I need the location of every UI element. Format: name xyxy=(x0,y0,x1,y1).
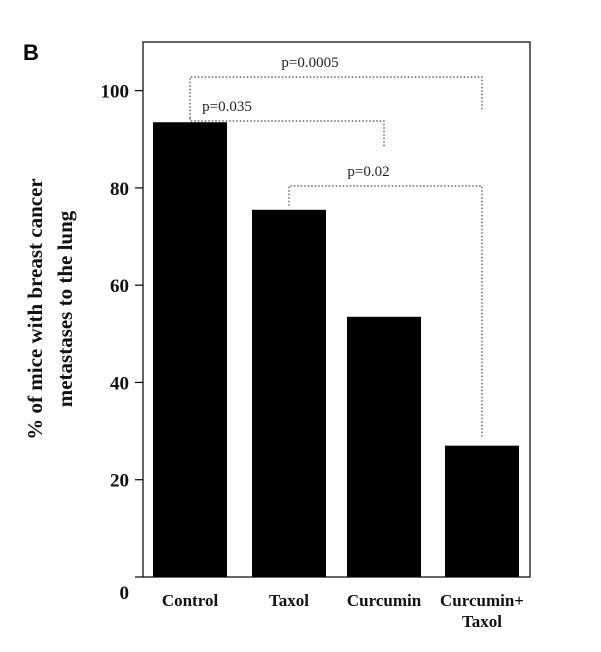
y-tick-label: 20 xyxy=(110,471,129,492)
bars xyxy=(153,122,519,577)
y-tick-label: 0 xyxy=(120,583,130,604)
x-category-label: Control xyxy=(162,591,219,610)
significance-bracket xyxy=(288,185,483,437)
x-category-label: Taxol xyxy=(269,591,309,610)
y-axis-label: % of mice with breast cancer metastases t… xyxy=(23,178,77,439)
y-axis-ticks: 0 20 40 60 80 100 xyxy=(101,82,143,604)
x-category-label: Taxol xyxy=(462,612,502,631)
panel-label: B xyxy=(23,40,39,65)
bar xyxy=(252,209,326,577)
significance-bracket xyxy=(189,118,385,148)
p-value-label: p=0.035 xyxy=(202,99,252,115)
p-value-label: p=0.02 xyxy=(347,164,389,180)
p-value-label: p=0.0005 xyxy=(281,55,338,71)
bar xyxy=(153,122,227,577)
significance-brackets: p=0.0005 p=0.035 p=0.02 xyxy=(189,55,483,437)
y-tick-label: 40 xyxy=(110,373,129,394)
bar xyxy=(347,316,421,577)
x-category-label: Curcumin+ xyxy=(440,591,524,610)
plot-frame xyxy=(142,41,531,578)
y-tick-label: 60 xyxy=(110,276,129,297)
y-tick-label: 100 xyxy=(101,82,130,103)
x-axis-labels: Control Taxol Curcumin Curcumin+ Taxol xyxy=(162,591,524,631)
x-category-label: Curcumin xyxy=(347,591,422,610)
y-tick-label: 80 xyxy=(110,179,129,200)
y-axis-label-line: % of mice with breast cancer xyxy=(23,178,47,439)
bar xyxy=(445,445,519,577)
y-axis-label-line: metastases to the lung xyxy=(53,210,77,407)
